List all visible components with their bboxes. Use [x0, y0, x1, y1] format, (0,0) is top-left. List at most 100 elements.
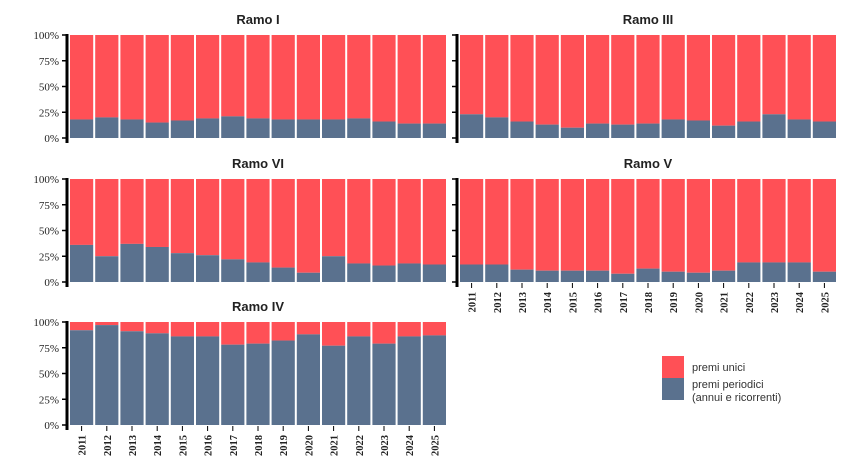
bar-periodici-ramo-iv-2021	[322, 345, 346, 425]
bar-periodici-ramo-vi-2012	[95, 256, 119, 282]
bar-unici-ramo-vi-2014	[145, 179, 169, 247]
bar-periodici-ramo-v-2016	[586, 270, 610, 282]
bar-unici-ramo-vi-2023	[372, 179, 396, 266]
bar-periodici-ramo-v-2012	[485, 264, 509, 282]
x-tick-label-ramo-v-2016: 2016	[594, 292, 605, 313]
bar-periodici-ramo-i-2011	[70, 119, 94, 138]
bar-periodici-ramo-vi-2024	[397, 263, 421, 282]
bar-unici-ramo-i-2024	[397, 35, 421, 124]
bar-periodici-ramo-vi-2021	[322, 256, 346, 282]
x-tick-label-ramo-v-2024: 2024	[795, 291, 806, 313]
bar-periodici-ramo-i-2014	[145, 122, 169, 138]
y-tick-label-ramo-vi: 75%	[39, 200, 59, 212]
x-tick-label-ramo-iv-2019: 2019	[279, 435, 290, 456]
bar-unici-ramo-i-2021	[322, 35, 346, 120]
bar-periodici-ramo-v-2017	[611, 273, 635, 282]
bar-unici-ramo-vi-2022	[347, 179, 371, 264]
y-tick-label-ramo-i: 25%	[39, 107, 59, 119]
bar-periodici-ramo-iii-2015	[560, 127, 584, 138]
bar-unici-ramo-iv-2018	[246, 322, 270, 344]
bar-unici-ramo-i-2017	[221, 35, 245, 117]
bar-unici-ramo-iii-2015	[560, 35, 584, 128]
bar-periodici-ramo-i-2018	[246, 118, 270, 138]
x-tick-label-ramo-iv-2017: 2017	[229, 435, 240, 456]
bar-unici-ramo-iii-2018	[636, 35, 660, 124]
bar-periodici-ramo-iii-2018	[636, 123, 660, 138]
bar-unici-ramo-v-2017	[611, 179, 635, 274]
bar-periodici-ramo-i-2024	[397, 123, 421, 138]
bar-unici-ramo-i-2012	[95, 35, 119, 118]
bar-unici-ramo-iv-2016	[196, 322, 220, 337]
bar-unici-ramo-v-2022	[737, 179, 761, 263]
bar-unici-ramo-i-2014	[145, 35, 169, 123]
bar-unici-ramo-i-2013	[120, 35, 144, 120]
bar-unici-ramo-vi-2021	[322, 179, 346, 257]
x-tick-label-ramo-iv-2012: 2012	[103, 435, 114, 456]
bar-periodici-ramo-v-2023	[762, 262, 786, 282]
bar-periodici-ramo-iv-2025	[422, 335, 446, 425]
bar-periodici-ramo-iv-2023	[372, 343, 396, 425]
legend-swatch-premi-periodici	[662, 378, 684, 400]
legend-label-premi-unici: premi unici	[692, 362, 745, 374]
x-tick-label-ramo-v-2018: 2018	[644, 292, 655, 313]
bar-unici-ramo-i-2016	[196, 35, 220, 119]
bar-periodici-ramo-vi-2023	[372, 265, 396, 282]
x-tick-label-ramo-iv-2025: 2025	[430, 435, 441, 456]
bar-unici-ramo-iii-2017	[611, 35, 635, 125]
bar-unici-ramo-iii-2022	[737, 35, 761, 122]
bar-unici-ramo-vi-2015	[170, 179, 194, 254]
bar-periodici-ramo-vi-2019	[271, 267, 295, 282]
y-tick-label-ramo-iv: 50%	[39, 369, 59, 381]
bar-periodici-ramo-iv-2020	[296, 334, 320, 425]
bar-unici-ramo-vi-2019	[271, 179, 295, 268]
bar-unici-ramo-iv-2017	[221, 322, 245, 345]
x-tick-label-ramo-iv-2018: 2018	[254, 435, 265, 456]
bar-periodici-ramo-v-2021	[712, 270, 736, 282]
y-tick-label-ramo-i: 100%	[33, 30, 59, 42]
bar-periodici-ramo-iii-2023	[762, 114, 786, 138]
bar-unici-ramo-iii-2012	[485, 35, 509, 118]
bar-periodici-ramo-v-2014	[535, 270, 559, 282]
bar-unici-ramo-iii-2023	[762, 35, 786, 115]
bar-unici-ramo-v-2024	[787, 179, 811, 263]
x-tick-label-ramo-v-2017: 2017	[619, 292, 630, 313]
bar-unici-ramo-iv-2013	[120, 322, 144, 332]
bar-unici-ramo-i-2011	[70, 35, 94, 120]
y-tick-label-ramo-iv: 75%	[39, 343, 59, 355]
y-tick-label-ramo-vi: 100%	[33, 174, 59, 186]
bar-unici-ramo-v-2021	[712, 179, 736, 271]
bar-unici-ramo-vi-2012	[95, 179, 119, 257]
x-tick-label-ramo-v-2020: 2020	[694, 292, 705, 313]
bar-unici-ramo-iii-2011	[460, 35, 484, 115]
bar-unici-ramo-v-2018	[636, 179, 660, 269]
panel-title-ramo-vi: Ramo VI	[232, 156, 284, 171]
bar-unici-ramo-iv-2025	[422, 322, 446, 336]
y-tick-label-ramo-iv: 100%	[33, 317, 59, 329]
bar-periodici-ramo-iv-2022	[347, 336, 371, 425]
bar-periodici-ramo-iii-2012	[485, 117, 509, 138]
bar-unici-ramo-i-2019	[271, 35, 295, 120]
x-tick-label-ramo-v-2025: 2025	[820, 292, 831, 313]
bar-unici-ramo-vi-2017	[221, 179, 245, 260]
bar-periodici-ramo-iv-2024	[397, 336, 421, 425]
bar-unici-ramo-vi-2020	[296, 179, 320, 273]
bar-unici-ramo-iv-2021	[322, 322, 346, 346]
bar-unici-ramo-v-2015	[560, 179, 584, 271]
bar-periodici-ramo-iv-2014	[145, 333, 169, 425]
bar-unici-ramo-iv-2014	[145, 322, 169, 334]
bar-unici-ramo-iv-2019	[271, 322, 295, 341]
y-tick-label-ramo-vi: 0%	[44, 277, 59, 289]
bar-unici-ramo-v-2012	[485, 179, 509, 265]
bar-periodici-ramo-iii-2024	[787, 119, 811, 138]
bar-periodici-ramo-iv-2012	[95, 325, 119, 425]
bar-periodici-ramo-vi-2022	[347, 263, 371, 282]
bar-periodici-ramo-i-2023	[372, 121, 396, 138]
panel-title-ramo-v: Ramo V	[624, 156, 673, 171]
x-tick-label-ramo-v-2021: 2021	[720, 292, 731, 313]
bar-periodici-ramo-iii-2021	[712, 125, 736, 138]
x-tick-label-ramo-iv-2016: 2016	[204, 435, 215, 456]
bar-periodici-ramo-iv-2016	[196, 336, 220, 425]
bar-periodici-ramo-iv-2018	[246, 343, 270, 425]
bar-unici-ramo-v-2014	[535, 179, 559, 271]
bar-periodici-ramo-v-2015	[560, 270, 584, 282]
